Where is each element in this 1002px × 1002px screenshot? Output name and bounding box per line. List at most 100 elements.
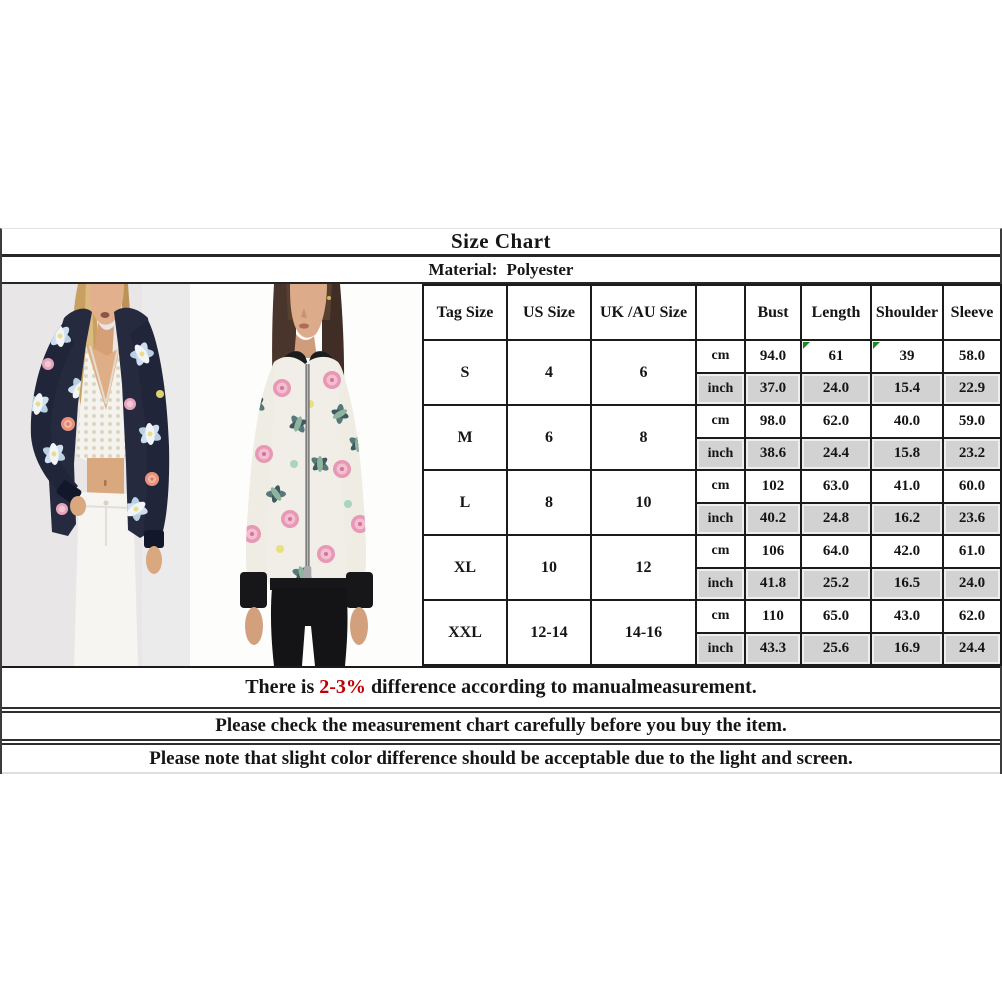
- note-1-prefix: There is: [245, 676, 320, 698]
- row-l-inch: inch 40.2 24.8 16.2 23.6: [423, 501, 1002, 536]
- header-unit: [695, 284, 746, 341]
- cell-s-unit-inch: inch: [695, 371, 746, 406]
- cell-xxl-cm-length: 65.0: [800, 599, 872, 634]
- cell-xxl-inch-bust: 43.3: [744, 631, 802, 666]
- cell-l-inch-length: 24.8: [800, 501, 872, 536]
- cell-m-cm-length: 62.0: [800, 404, 872, 439]
- cell-l-inch-shoulder: 16.2: [870, 501, 944, 536]
- cell-xxl-unit-inch: inch: [695, 631, 746, 666]
- cell-m-tag-size: M: [422, 404, 508, 471]
- cell-m-cm-shoulder: 40.0: [870, 404, 944, 439]
- header-bust: Bust: [744, 284, 802, 341]
- cell-xl-cm-sleeve: 61.0: [942, 534, 1002, 569]
- cell-l-unit-inch: inch: [695, 501, 746, 536]
- size-table-wrap: Tag Size US Size UK /AU Size Bust Length…: [422, 284, 1002, 666]
- note-2-text: Please check the measurement chart caref…: [215, 715, 787, 736]
- row-s-cm: S 4 6 cm 94.0 61 39 58.0: [422, 339, 1002, 406]
- cell-s-cm-bust: 94.0: [744, 339, 802, 374]
- cell-m-inch-sleeve: 23.2: [942, 436, 1002, 471]
- cell-s-unit-cm: cm: [695, 339, 746, 374]
- header-length: Length: [800, 284, 872, 341]
- row-s-inch: inch 37.0 24.0 15.4 22.9: [423, 371, 1002, 406]
- cell-xl-uk-au-size: 12: [590, 534, 697, 601]
- cell-xxl-unit-cm: cm: [695, 599, 746, 634]
- cell-m-uk-au-size: 8: [590, 404, 697, 471]
- size-table-body: S 4 6 cm 94.0 61 39 58.0 inch 37.0 24.0 15.4 22.9 M 6 8…: [422, 339, 1002, 666]
- cell-xxl-inch-shoulder: 16.9: [870, 631, 944, 666]
- cell-xl-inch-bust: 41.8: [744, 566, 802, 601]
- note-1-highlight: 2-3%: [319, 676, 366, 698]
- note-1-suffix: difference according to manualmeasuremen…: [365, 676, 757, 698]
- cell-s-uk-au-size: 6: [590, 339, 697, 406]
- cell-xxl-cm-shoulder: 43.0: [870, 599, 944, 634]
- body-row: Tag Size US Size UK /AU Size Bust Length…: [2, 284, 1002, 668]
- row-m-cm: M 6 8 cm 98.0 62.0 40.0 59.0: [422, 404, 1002, 471]
- cell-m-cm-bust: 98.0: [744, 404, 802, 439]
- green-corner-flag-icon: [803, 342, 810, 349]
- cell-m-inch-length: 24.4: [800, 436, 872, 471]
- note-3-text: Please note that slight color difference…: [149, 747, 853, 769]
- page-title: Size Chart: [2, 229, 1000, 257]
- header-shoulder: Shoulder: [870, 284, 944, 341]
- row-xl-cm: XL 10 12 cm 106 64.0 42.0 61.0: [422, 534, 1002, 601]
- cell-s-tag-size: S: [422, 339, 508, 406]
- cell-l-cm-sleeve: 60.0: [942, 469, 1002, 504]
- material-value: Polyester: [506, 259, 574, 279]
- cell-xl-inch-shoulder: 16.5: [870, 566, 944, 601]
- cell-xxl-cm-sleeve: 62.0: [942, 599, 1002, 634]
- cell-l-inch-bust: 40.2: [744, 501, 802, 536]
- cell-s-inch-sleeve: 22.9: [942, 371, 1002, 406]
- cell-m-cm-sleeve: 59.0: [942, 404, 1002, 439]
- cell-xl-cm-bust: 106: [744, 534, 802, 569]
- model-photo-right: [190, 284, 422, 666]
- cell-m-inch-bust: 38.6: [744, 436, 802, 471]
- header-sleeve: Sleeve: [942, 284, 1002, 341]
- row-xl-inch: inch 41.8 25.2 16.5 24.0: [423, 566, 1002, 601]
- header-us-size: US Size: [506, 284, 592, 341]
- size-table: Tag Size US Size UK /AU Size Bust Length…: [422, 284, 1002, 666]
- cell-m-unit-inch: inch: [695, 436, 746, 471]
- cell-xxl-inch-sleeve: 24.4: [942, 631, 1002, 666]
- cell-l-inch-sleeve: 23.6: [942, 501, 1002, 536]
- table-header-row: Tag Size US Size UK /AU Size Bust Length…: [422, 284, 1002, 341]
- cell-xxl-inch-length: 25.6: [800, 631, 872, 666]
- cell-l-unit-cm: cm: [695, 469, 746, 504]
- row-m-inch: inch 38.6 24.4 15.8 23.2: [423, 436, 1002, 471]
- cell-m-unit-cm: cm: [695, 404, 746, 439]
- cell-xxl-tag-size: XXL: [422, 599, 508, 666]
- material-row: Material: Polyester: [2, 257, 1000, 284]
- cell-xxl-us-size: 12-14: [506, 599, 592, 666]
- cell-s-inch-length: 24.0: [800, 371, 872, 406]
- cell-xl-unit-cm: cm: [695, 534, 746, 569]
- cell-l-cm-bust: 102: [744, 469, 802, 504]
- model-photo-left: [2, 284, 190, 666]
- cell-s-inch-shoulder: 15.4: [870, 371, 944, 406]
- cell-xl-tag-size: XL: [422, 534, 508, 601]
- cell-xxl-cm-bust: 110: [744, 599, 802, 634]
- size-chart-sheet: Size Chart Material: Polyester: [0, 228, 1002, 774]
- cell-xl-cm-length: 64.0: [800, 534, 872, 569]
- cell-s-inch-bust: 37.0: [744, 371, 802, 406]
- cell-l-tag-size: L: [422, 469, 508, 536]
- cell-s-cm-sleeve: 58.0: [942, 339, 1002, 374]
- page-title-text: Size Chart: [450, 229, 552, 253]
- model-photo-left-illustration: [2, 284, 190, 666]
- header-tag-size: Tag Size: [422, 284, 508, 341]
- cell-xl-inch-sleeve: 24.0: [942, 566, 1002, 601]
- model-photo-right-illustration: [190, 284, 422, 666]
- cell-l-cm-length: 63.0: [800, 469, 872, 504]
- header-uk-au-size: UK /AU Size: [590, 284, 697, 341]
- cell-s-us-size: 4: [506, 339, 592, 406]
- cell-l-us-size: 8: [506, 469, 592, 536]
- row-xxl-inch: inch 43.3 25.6 16.9 24.4: [423, 631, 1002, 666]
- cell-l-cm-shoulder: 41.0: [870, 469, 944, 504]
- cell-m-inch-shoulder: 15.8: [870, 436, 944, 471]
- cell-xl-unit-inch: inch: [695, 566, 746, 601]
- row-xxl-cm: XXL 12-14 14-16 cm 110 65.0 43.0 62.0: [422, 599, 1002, 666]
- cell-xl-us-size: 10: [506, 534, 592, 601]
- cell-m-us-size: 6: [506, 404, 592, 471]
- note-measurement-difference: There is 2-3% difference according to ma…: [2, 668, 1000, 713]
- row-l-cm: L 8 10 cm 102 63.0 41.0 60.0: [422, 469, 1002, 536]
- note-1-text: There is 2-3% difference according to ma…: [245, 676, 757, 699]
